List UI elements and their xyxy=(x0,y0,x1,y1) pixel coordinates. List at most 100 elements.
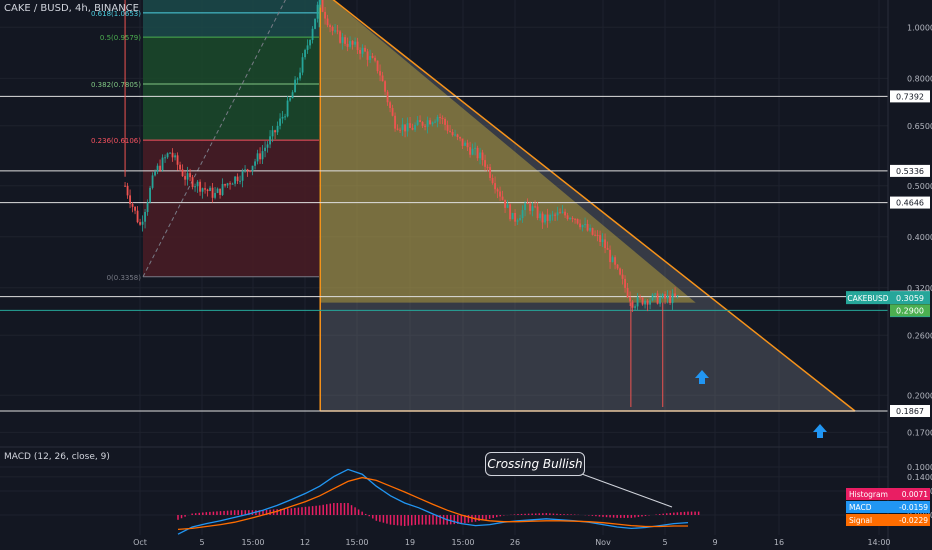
fib-zone xyxy=(143,140,319,277)
candle-body xyxy=(364,47,366,52)
candle-body xyxy=(639,296,641,298)
candle-body xyxy=(344,37,346,44)
macd-readout-name: Signal xyxy=(849,516,872,525)
candle-body xyxy=(581,225,584,228)
time-tick-label: 9 xyxy=(712,538,717,547)
candle-body xyxy=(564,211,566,216)
candle-body xyxy=(601,239,604,242)
candle-body xyxy=(634,306,636,308)
candle-body xyxy=(571,217,574,219)
candle-body xyxy=(284,116,286,118)
candle-body xyxy=(356,41,359,51)
candle-body xyxy=(319,0,321,5)
candle-body xyxy=(206,189,209,192)
candle-body xyxy=(269,136,271,145)
candle-body xyxy=(576,218,579,224)
candle-body xyxy=(169,152,171,154)
candle-body xyxy=(449,130,451,132)
candle-body xyxy=(531,206,534,211)
candle-body xyxy=(671,293,674,304)
candle-body xyxy=(459,136,461,139)
candle-body xyxy=(674,293,676,297)
candle-body xyxy=(224,184,226,186)
candle-body xyxy=(636,296,639,307)
symbol-label: CAKEBUSD xyxy=(847,294,888,303)
candle-body xyxy=(296,78,299,80)
candle-body xyxy=(194,186,196,188)
candle-body xyxy=(666,295,669,299)
candle-body xyxy=(654,293,656,295)
macd-readout-name: MACD xyxy=(849,503,872,512)
candle-body xyxy=(626,287,629,298)
candle-body xyxy=(131,203,134,207)
candle-body xyxy=(586,224,589,231)
fib-zone xyxy=(143,83,319,141)
level-price-label: 0.1867 xyxy=(896,407,924,416)
candle-body xyxy=(644,300,646,305)
candle-body xyxy=(496,189,499,192)
time-tick-label: 15:00 xyxy=(241,538,264,547)
candle-body xyxy=(529,203,531,211)
candle-body xyxy=(484,160,486,167)
candle-body xyxy=(241,170,244,181)
candle-body xyxy=(316,4,319,19)
candle-body xyxy=(314,18,316,29)
candle-body xyxy=(551,214,554,216)
candle-body xyxy=(221,184,224,195)
triangle-pattern xyxy=(319,0,856,412)
candle-body xyxy=(539,213,541,219)
candle-body xyxy=(616,264,619,269)
candle-body xyxy=(391,108,394,116)
candle-body xyxy=(366,51,369,60)
candle-body xyxy=(374,57,376,61)
candle-body xyxy=(231,183,234,185)
candle-body xyxy=(166,153,169,158)
candle-body xyxy=(476,147,479,159)
candle-body xyxy=(334,30,336,32)
candle-body xyxy=(264,147,266,152)
candle-body xyxy=(239,180,241,182)
candle-body xyxy=(134,206,136,211)
time-axis[interactable]: Oct 5 15:00 12 15:00 19 15:00 26 Nov 5 9 16 14:00 xyxy=(133,538,890,547)
candle-body xyxy=(181,169,184,177)
candle-body xyxy=(196,181,199,187)
candle-body xyxy=(611,257,614,263)
time-tick-label: Oct xyxy=(133,538,147,547)
candle-body xyxy=(351,41,354,45)
candle-body xyxy=(141,221,144,225)
candle-body xyxy=(219,188,221,195)
candle-body xyxy=(236,176,239,182)
fib-level-label: 0.382(0.7805) xyxy=(91,81,141,89)
candle-body xyxy=(624,278,626,288)
candle-body xyxy=(649,300,651,305)
candle-body xyxy=(561,211,564,213)
candle-body xyxy=(304,49,306,58)
candle-body xyxy=(474,147,476,149)
candle-body xyxy=(299,72,301,79)
candle-body xyxy=(321,0,324,12)
crossing-bullish-callout: Crossing Bullish xyxy=(485,452,585,476)
macd-title: MACD (12, 26, close, 9) xyxy=(4,452,110,462)
candle-body xyxy=(466,142,469,148)
candle-body xyxy=(271,130,274,137)
candle-body xyxy=(514,212,516,222)
candle-body xyxy=(486,166,489,168)
candle-body xyxy=(261,151,264,160)
candle-body xyxy=(446,124,449,131)
candle-body xyxy=(414,124,416,130)
candle-body xyxy=(371,55,374,58)
candle-body xyxy=(656,293,659,304)
candle-body xyxy=(411,127,414,130)
candle-body xyxy=(579,223,581,228)
candle-body xyxy=(521,210,524,219)
candle-body xyxy=(346,43,349,47)
candle-body xyxy=(216,188,219,193)
candle-body xyxy=(519,218,521,221)
time-tick-label: 15:00 xyxy=(345,538,368,547)
time-tick-label: 16 xyxy=(774,538,784,547)
candle-body xyxy=(191,177,194,187)
